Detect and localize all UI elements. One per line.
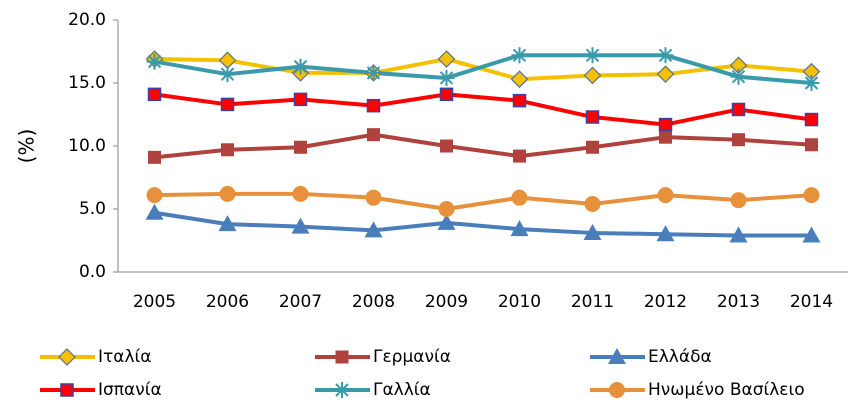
- y-tick-label: 5.0: [79, 199, 106, 219]
- data-point: [584, 47, 601, 64]
- data-point: [583, 66, 602, 85]
- data-point: [586, 140, 599, 154]
- data-point: [220, 97, 235, 112]
- data-point: [219, 185, 236, 202]
- x-tick-label: 2005: [133, 292, 176, 312]
- data-point: [365, 189, 382, 206]
- data-point: [730, 192, 747, 209]
- data-point: [439, 87, 454, 102]
- data-point: [148, 150, 161, 164]
- data-point: [438, 69, 455, 86]
- series-line: [154, 92, 812, 127]
- data-point: [510, 70, 529, 89]
- x-tick-label: 2014: [790, 292, 833, 312]
- x-tick-label: 2012: [644, 292, 687, 312]
- data-point: [804, 112, 819, 127]
- series-line: [154, 191, 812, 211]
- legend-label: Ηνωμένο Βασίλειο: [648, 380, 805, 400]
- data-point: [221, 143, 234, 157]
- series-line: [154, 53, 812, 85]
- data-point: [583, 223, 602, 240]
- data-point: [656, 225, 675, 242]
- y-tick-label: 20.0: [68, 10, 106, 30]
- legend-label: Γαλλία: [373, 380, 431, 400]
- data-point: [513, 149, 526, 163]
- legend-label: Ισπανία: [98, 380, 162, 400]
- legend-label: Ιταλία: [98, 347, 151, 367]
- data-point: [438, 201, 455, 217]
- data-point: [512, 93, 527, 108]
- legend-marker: [334, 382, 350, 398]
- legend-label: Ελλάδα: [648, 347, 712, 367]
- data-point: [732, 133, 745, 147]
- legend-marker: [608, 348, 626, 364]
- data-point: [218, 51, 237, 70]
- legend-label: Γερμανία: [373, 347, 451, 367]
- data-point: [511, 47, 528, 64]
- data-point: [218, 215, 237, 232]
- data-point: [805, 138, 818, 152]
- data-point: [146, 53, 163, 70]
- y-tick-label: 15.0: [68, 73, 106, 93]
- data-point: [292, 185, 309, 202]
- x-tick-label: 2008: [352, 292, 395, 312]
- legend-marker: [335, 350, 349, 364]
- data-point: [437, 50, 456, 68]
- data-point: [293, 92, 308, 107]
- data-point: [584, 195, 601, 212]
- data-point: [803, 187, 820, 204]
- data-point: [657, 47, 674, 64]
- data-point: [437, 213, 456, 230]
- data-point: [731, 102, 746, 117]
- data-point: [656, 65, 675, 84]
- x-tick-label: 2006: [206, 292, 249, 312]
- data-point: [657, 187, 674, 204]
- data-point: [802, 226, 821, 243]
- legend-marker: [60, 383, 74, 397]
- data-point: [146, 187, 163, 204]
- x-tick-label: 2011: [571, 292, 614, 312]
- data-point: [147, 87, 162, 102]
- data-point: [440, 139, 453, 153]
- series-line: [154, 57, 812, 82]
- legend-marker: [58, 348, 76, 366]
- data-point: [292, 58, 309, 75]
- legend-marker: [609, 382, 625, 398]
- x-tick-label: 2009: [425, 292, 468, 312]
- y-tick-label: 0.0: [79, 262, 106, 282]
- data-point: [145, 203, 164, 220]
- data-point: [367, 128, 380, 142]
- data-point: [585, 110, 600, 124]
- data-point: [730, 68, 747, 85]
- data-point: [366, 98, 381, 113]
- series-line: [154, 132, 812, 160]
- y-axis-label: (%): [15, 129, 39, 164]
- data-point: [659, 130, 672, 144]
- data-point: [294, 140, 307, 154]
- data-point: [219, 66, 236, 83]
- data-point: [729, 226, 748, 243]
- data-point: [364, 221, 383, 238]
- data-point: [803, 75, 820, 91]
- data-point: [511, 189, 528, 206]
- series-line: [154, 210, 812, 238]
- x-tick-label: 2010: [498, 292, 541, 312]
- y-tick-label: 10.0: [68, 136, 106, 156]
- x-tick-label: 2007: [279, 292, 322, 312]
- data-point: [510, 220, 529, 237]
- data-point: [365, 64, 382, 81]
- x-tick-label: 2013: [717, 292, 760, 312]
- data-point: [291, 217, 310, 234]
- data-point: [658, 117, 673, 132]
